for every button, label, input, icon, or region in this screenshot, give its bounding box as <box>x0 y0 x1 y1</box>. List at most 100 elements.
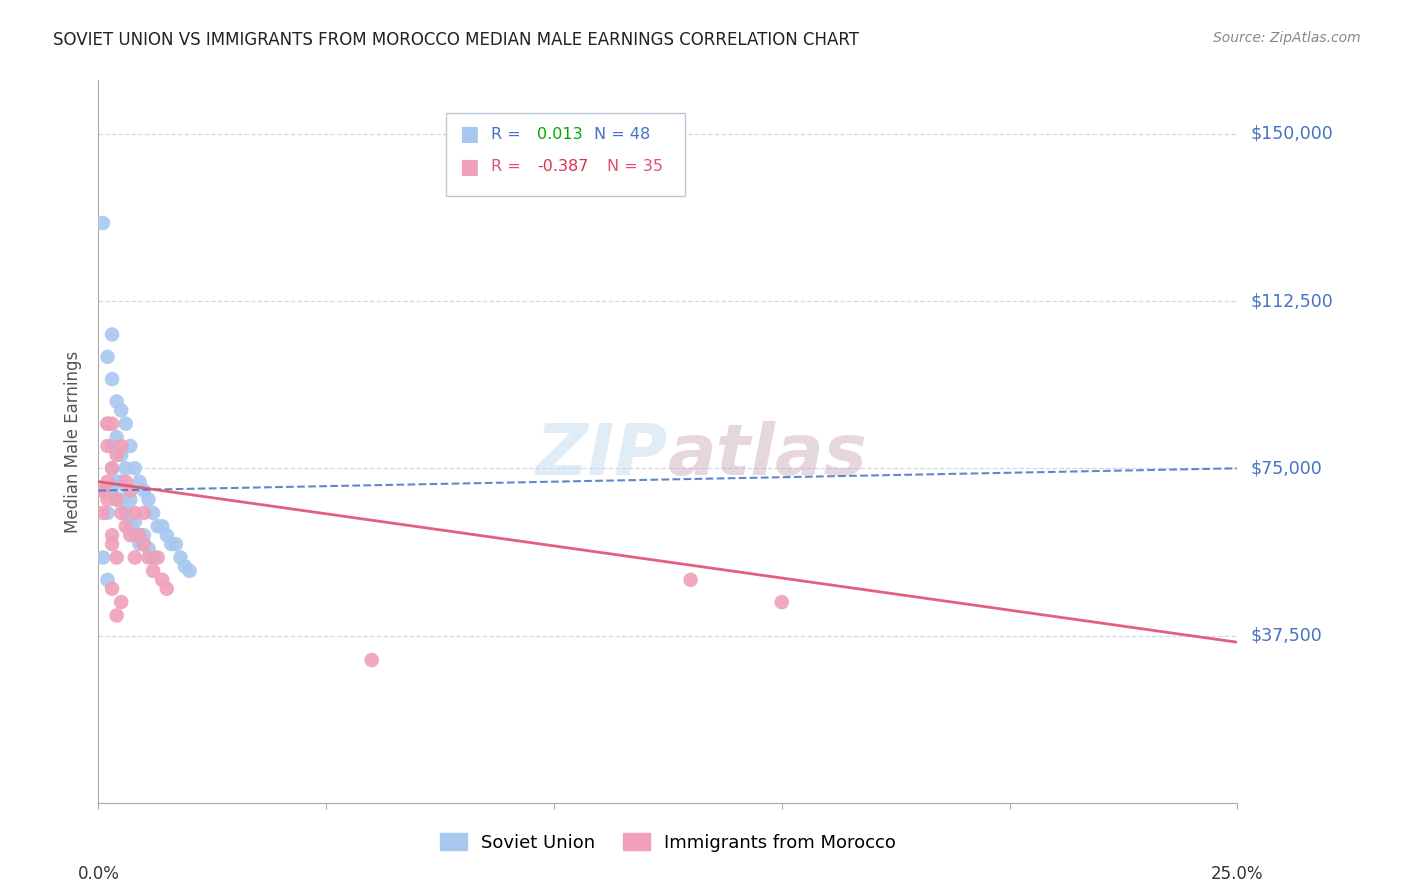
Point <box>156 582 179 596</box>
Point <box>91 550 114 565</box>
Point <box>679 573 702 587</box>
Point <box>96 506 118 520</box>
Point <box>110 492 132 507</box>
Point <box>101 483 124 498</box>
Text: atlas: atlas <box>668 422 868 491</box>
Point <box>138 550 160 565</box>
Point <box>138 541 160 556</box>
Point <box>174 559 197 574</box>
Text: 0.013: 0.013 <box>537 127 582 142</box>
Point <box>124 461 146 475</box>
Point <box>132 506 155 520</box>
Text: Source: ZipAtlas.com: Source: ZipAtlas.com <box>1213 31 1361 45</box>
Text: ■: ■ <box>460 125 479 145</box>
Legend: Soviet Union, Immigrants from Morocco: Soviet Union, Immigrants from Morocco <box>433 826 903 859</box>
Point <box>146 519 169 533</box>
Text: 0.0%: 0.0% <box>77 865 120 883</box>
Point <box>96 573 118 587</box>
Text: 25.0%: 25.0% <box>1211 865 1264 883</box>
FancyBboxPatch shape <box>446 112 685 196</box>
Point <box>101 372 124 386</box>
Point <box>142 550 165 565</box>
Point <box>114 475 136 489</box>
Point <box>128 537 150 551</box>
Text: $150,000: $150,000 <box>1251 125 1334 143</box>
Point <box>150 519 173 533</box>
Point <box>110 595 132 609</box>
Point <box>105 475 128 489</box>
Point <box>120 528 142 542</box>
Text: $112,500: $112,500 <box>1251 292 1334 310</box>
Point <box>132 483 155 498</box>
Text: $75,000: $75,000 <box>1251 459 1323 477</box>
Point <box>101 582 124 596</box>
Point <box>169 550 191 565</box>
Point <box>132 537 155 551</box>
Point <box>101 537 124 551</box>
Text: -0.387: -0.387 <box>537 160 588 175</box>
Text: ■: ■ <box>460 157 479 177</box>
Text: N = 48: N = 48 <box>593 127 650 142</box>
Text: $37,500: $37,500 <box>1251 626 1323 645</box>
Point <box>120 439 142 453</box>
Point <box>110 506 132 520</box>
Text: SOVIET UNION VS IMMIGRANTS FROM MOROCCO MEDIAN MALE EARNINGS CORRELATION CHART: SOVIET UNION VS IMMIGRANTS FROM MOROCCO … <box>53 31 859 49</box>
Point <box>138 492 160 507</box>
Point <box>96 417 118 431</box>
Point <box>105 608 128 623</box>
Point <box>124 550 146 565</box>
Point <box>142 506 165 520</box>
Point <box>96 439 118 453</box>
Point <box>105 448 128 462</box>
Point <box>142 564 165 578</box>
Point <box>132 528 155 542</box>
Point <box>91 483 114 498</box>
Point <box>114 519 136 533</box>
Point <box>101 461 124 475</box>
Text: R =: R = <box>491 127 522 142</box>
Y-axis label: Median Male Earnings: Median Male Earnings <box>65 351 83 533</box>
Text: ZIP: ZIP <box>536 422 668 491</box>
Point <box>110 475 132 489</box>
Point <box>128 528 150 542</box>
Point <box>124 506 146 520</box>
Point <box>110 403 132 417</box>
Point <box>105 430 128 444</box>
Point <box>132 537 155 551</box>
Point <box>101 327 124 342</box>
Point <box>96 350 118 364</box>
Point <box>105 394 128 409</box>
Point <box>179 564 201 578</box>
Point <box>91 483 114 498</box>
Point <box>360 653 382 667</box>
Point <box>128 475 150 489</box>
Point <box>160 537 183 551</box>
Point <box>165 537 187 551</box>
Point <box>101 417 124 431</box>
Point <box>96 475 118 489</box>
Point <box>114 417 136 431</box>
Point <box>120 519 142 533</box>
Point <box>101 528 124 542</box>
Point <box>110 439 132 453</box>
Point <box>105 492 128 507</box>
Point <box>114 461 136 475</box>
Point <box>101 461 124 475</box>
Point <box>120 483 142 498</box>
Point <box>110 448 132 462</box>
Point <box>105 550 128 565</box>
Point <box>96 417 118 431</box>
Point <box>156 528 179 542</box>
Point <box>770 595 793 609</box>
Point <box>91 506 114 520</box>
Point <box>96 492 118 507</box>
Point <box>91 216 114 230</box>
Point <box>120 492 142 507</box>
Point <box>114 506 136 520</box>
Text: N = 35: N = 35 <box>607 160 664 175</box>
Point <box>124 528 146 542</box>
Point <box>128 528 150 542</box>
Point <box>101 439 124 453</box>
Point <box>105 492 128 507</box>
Point <box>114 506 136 520</box>
